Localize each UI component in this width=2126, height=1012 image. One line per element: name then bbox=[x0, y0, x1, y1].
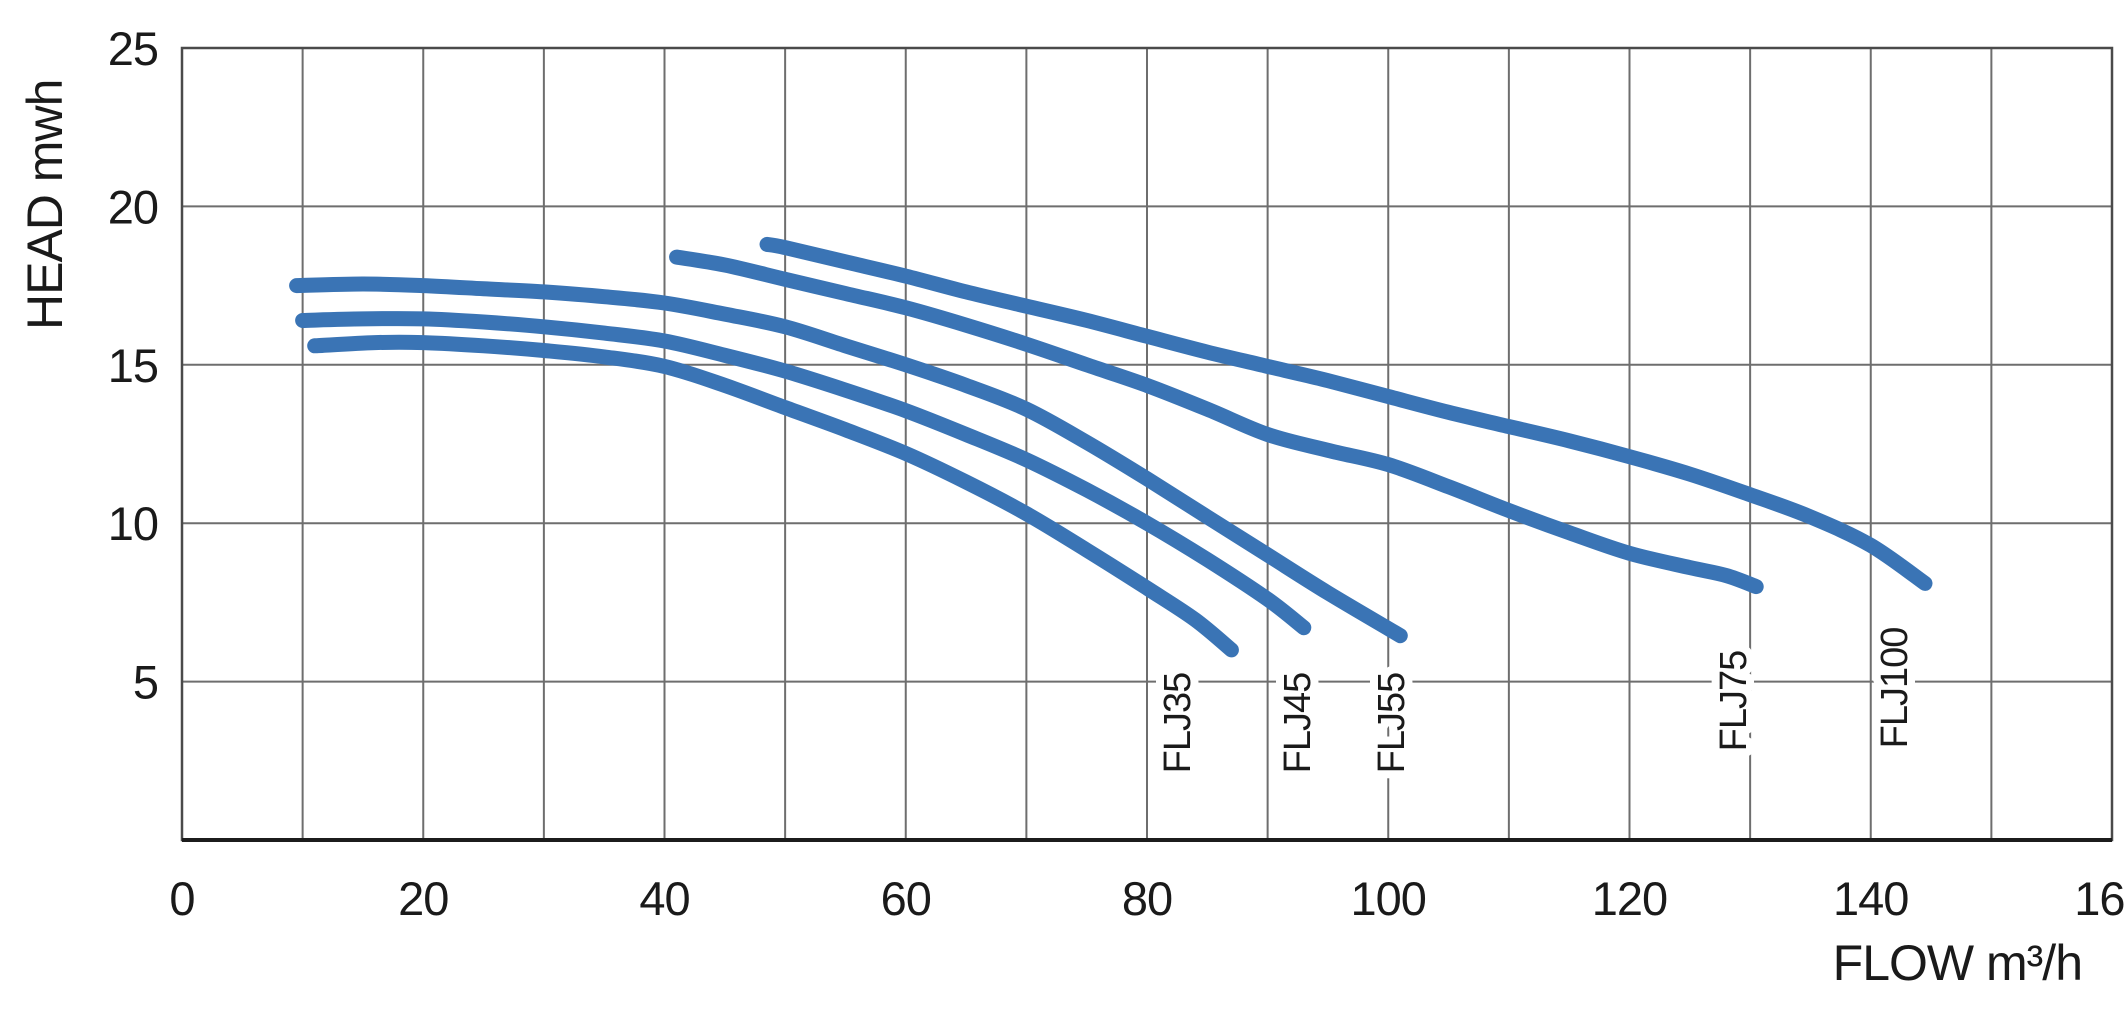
x-tick-label-60: 60 bbox=[881, 872, 931, 925]
y-tick-label-10: 10 bbox=[108, 497, 158, 550]
curve-labels: FLJ35 FLJ45 FLJ55 FLJ75 FLJ100 bbox=[1149, 620, 1924, 782]
y-tick-label-20: 20 bbox=[108, 180, 158, 233]
y-tick-label-5: 5 bbox=[133, 656, 158, 709]
curve-label-FLJ45: FLJ45 bbox=[1277, 673, 1319, 774]
curve-FLJ55 bbox=[289, 276, 1408, 644]
plot-border bbox=[180, 46, 2114, 842]
y-tick-label-25: 25 bbox=[108, 22, 158, 75]
x-axis-title: FLOW m³/h bbox=[1833, 935, 2082, 991]
x-tick-label-140: 140 bbox=[1833, 872, 1908, 925]
axis-tick-labels: 0 20 40 60 80 100 120 140 160 5 10 15 20 25 bbox=[108, 22, 2126, 925]
curve-FLJ35 bbox=[307, 334, 1239, 658]
y-axis-title: HEAD mwh bbox=[17, 80, 73, 330]
grid-lines bbox=[182, 48, 2112, 840]
x-tick-label-120: 120 bbox=[1592, 872, 1667, 925]
x-tick-label-80: 80 bbox=[1122, 872, 1172, 925]
curve-label-FLJ100: FLJ100 bbox=[1874, 628, 1916, 749]
curve-FLJ100 bbox=[759, 236, 1933, 591]
x-tick-label-100: 100 bbox=[1351, 872, 1426, 925]
curve-label-FLJ35: FLJ35 bbox=[1157, 673, 1199, 774]
curve-FLJ45 bbox=[295, 311, 1312, 636]
x-tick-label-0: 0 bbox=[169, 872, 194, 925]
y-tick-label-15: 15 bbox=[108, 339, 158, 392]
pump-curves bbox=[289, 236, 1933, 658]
curve-FLJ75 bbox=[669, 249, 1764, 595]
curve-label-FLJ55: FLJ55 bbox=[1371, 673, 1413, 774]
x-tick-label-160: 160 bbox=[2074, 872, 2126, 925]
x-tick-label-40: 40 bbox=[639, 872, 689, 925]
curve-label-FLJ75: FLJ75 bbox=[1713, 651, 1755, 752]
x-tick-label-20: 20 bbox=[398, 872, 448, 925]
